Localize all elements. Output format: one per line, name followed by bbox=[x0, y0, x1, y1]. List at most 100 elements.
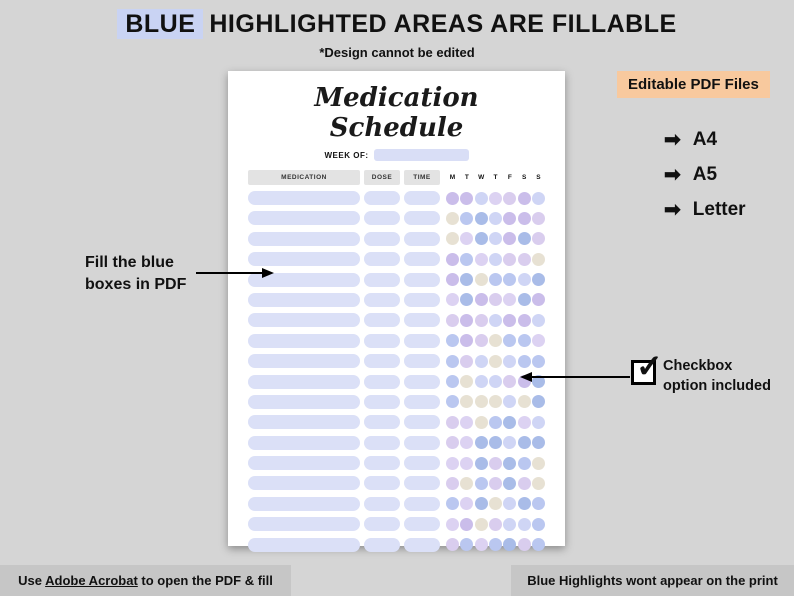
dose-input-field[interactable] bbox=[364, 476, 400, 491]
day-checkbox-circle[interactable] bbox=[488, 232, 502, 246]
day-checkbox-circle[interactable] bbox=[460, 273, 474, 287]
dose-input-field[interactable] bbox=[364, 272, 400, 287]
medication-input-field[interactable] bbox=[248, 456, 360, 471]
day-checkbox-circle[interactable] bbox=[517, 497, 531, 511]
day-checkbox-circle[interactable] bbox=[488, 476, 502, 490]
day-checkbox-circle[interactable] bbox=[517, 476, 531, 490]
day-checkbox-circle[interactable] bbox=[488, 252, 502, 266]
day-checkbox-circle[interactable] bbox=[488, 415, 502, 429]
day-checkbox-circle[interactable] bbox=[460, 415, 474, 429]
time-input-field[interactable] bbox=[404, 537, 440, 552]
day-checkbox-circle[interactable] bbox=[531, 293, 545, 307]
day-checkbox-circle[interactable] bbox=[488, 211, 502, 225]
medication-input-field[interactable] bbox=[248, 435, 360, 450]
day-checkbox-circle[interactable] bbox=[517, 415, 531, 429]
day-checkbox-circle[interactable] bbox=[531, 538, 545, 552]
day-checkbox-circle[interactable] bbox=[517, 517, 531, 531]
day-checkbox-circle[interactable] bbox=[474, 211, 488, 225]
day-checkbox-circle[interactable] bbox=[488, 313, 502, 327]
day-checkbox-circle[interactable] bbox=[503, 211, 517, 225]
day-checkbox-circle[interactable] bbox=[460, 211, 474, 225]
medication-input-field[interactable] bbox=[248, 231, 360, 246]
day-checkbox-circle[interactable] bbox=[474, 191, 488, 205]
day-checkbox-circle[interactable] bbox=[460, 334, 474, 348]
time-input-field[interactable] bbox=[404, 415, 440, 430]
day-checkbox-circle[interactable] bbox=[488, 273, 502, 287]
day-checkbox-circle[interactable] bbox=[488, 517, 502, 531]
day-checkbox-circle[interactable] bbox=[517, 334, 531, 348]
medication-input-field[interactable] bbox=[248, 394, 360, 409]
day-checkbox-circle[interactable] bbox=[503, 456, 517, 470]
dose-input-field[interactable] bbox=[364, 456, 400, 471]
medication-input-field[interactable] bbox=[248, 517, 360, 532]
day-checkbox-circle[interactable] bbox=[503, 313, 517, 327]
day-checkbox-circle[interactable] bbox=[531, 191, 545, 205]
day-checkbox-circle[interactable] bbox=[474, 293, 488, 307]
medication-input-field[interactable] bbox=[248, 211, 360, 226]
day-checkbox-circle[interactable] bbox=[474, 395, 488, 409]
day-checkbox-circle[interactable] bbox=[503, 273, 517, 287]
day-checkbox-circle[interactable] bbox=[488, 456, 502, 470]
day-checkbox-circle[interactable] bbox=[446, 354, 459, 368]
day-checkbox-circle[interactable] bbox=[531, 517, 545, 531]
day-checkbox-circle[interactable] bbox=[460, 538, 474, 552]
day-checkbox-circle[interactable] bbox=[474, 375, 488, 389]
day-checkbox-circle[interactable] bbox=[446, 293, 459, 307]
dose-input-field[interactable] bbox=[364, 517, 400, 532]
day-checkbox-circle[interactable] bbox=[517, 232, 531, 246]
day-checkbox-circle[interactable] bbox=[531, 456, 545, 470]
day-checkbox-circle[interactable] bbox=[488, 538, 502, 552]
day-checkbox-circle[interactable] bbox=[517, 191, 531, 205]
day-checkbox-circle[interactable] bbox=[460, 395, 474, 409]
dose-input-field[interactable] bbox=[364, 292, 400, 307]
medication-input-field[interactable] bbox=[248, 374, 360, 389]
day-checkbox-circle[interactable] bbox=[503, 415, 517, 429]
day-checkbox-circle[interactable] bbox=[517, 456, 531, 470]
time-input-field[interactable] bbox=[404, 333, 440, 348]
day-checkbox-circle[interactable] bbox=[503, 232, 517, 246]
day-checkbox-circle[interactable] bbox=[517, 293, 531, 307]
time-input-field[interactable] bbox=[404, 374, 440, 389]
medication-input-field[interactable] bbox=[248, 292, 360, 307]
day-checkbox-circle[interactable] bbox=[474, 354, 488, 368]
dose-input-field[interactable] bbox=[364, 313, 400, 328]
day-checkbox-circle[interactable] bbox=[460, 252, 474, 266]
time-input-field[interactable] bbox=[404, 231, 440, 246]
day-checkbox-circle[interactable] bbox=[474, 538, 488, 552]
day-checkbox-circle[interactable] bbox=[531, 313, 545, 327]
day-checkbox-circle[interactable] bbox=[531, 211, 545, 225]
day-checkbox-circle[interactable] bbox=[503, 538, 517, 552]
day-checkbox-circle[interactable] bbox=[446, 517, 459, 531]
day-checkbox-circle[interactable] bbox=[531, 375, 545, 389]
day-checkbox-circle[interactable] bbox=[503, 334, 517, 348]
medication-input-field[interactable] bbox=[248, 496, 360, 511]
day-checkbox-circle[interactable] bbox=[446, 538, 459, 552]
dose-input-field[interactable] bbox=[364, 415, 400, 430]
day-checkbox-circle[interactable] bbox=[460, 375, 474, 389]
day-checkbox-circle[interactable] bbox=[446, 436, 459, 450]
day-checkbox-circle[interactable] bbox=[474, 456, 488, 470]
medication-input-field[interactable] bbox=[248, 272, 360, 287]
day-checkbox-circle[interactable] bbox=[460, 456, 474, 470]
day-checkbox-circle[interactable] bbox=[446, 252, 459, 266]
day-checkbox-circle[interactable] bbox=[474, 415, 488, 429]
day-checkbox-circle[interactable] bbox=[446, 395, 459, 409]
dose-input-field[interactable] bbox=[364, 211, 400, 226]
time-input-field[interactable] bbox=[404, 252, 440, 267]
time-input-field[interactable] bbox=[404, 496, 440, 511]
day-checkbox-circle[interactable] bbox=[446, 456, 459, 470]
day-checkbox-circle[interactable] bbox=[474, 476, 488, 490]
day-checkbox-circle[interactable] bbox=[488, 334, 502, 348]
day-checkbox-circle[interactable] bbox=[517, 354, 531, 368]
day-checkbox-circle[interactable] bbox=[517, 395, 531, 409]
day-checkbox-circle[interactable] bbox=[460, 232, 474, 246]
day-checkbox-circle[interactable] bbox=[460, 293, 474, 307]
time-input-field[interactable] bbox=[404, 476, 440, 491]
day-checkbox-circle[interactable] bbox=[531, 497, 545, 511]
day-checkbox-circle[interactable] bbox=[488, 436, 502, 450]
time-input-field[interactable] bbox=[404, 292, 440, 307]
day-checkbox-circle[interactable] bbox=[446, 334, 459, 348]
dose-input-field[interactable] bbox=[364, 435, 400, 450]
time-input-field[interactable] bbox=[404, 313, 440, 328]
time-input-field[interactable] bbox=[404, 211, 440, 226]
